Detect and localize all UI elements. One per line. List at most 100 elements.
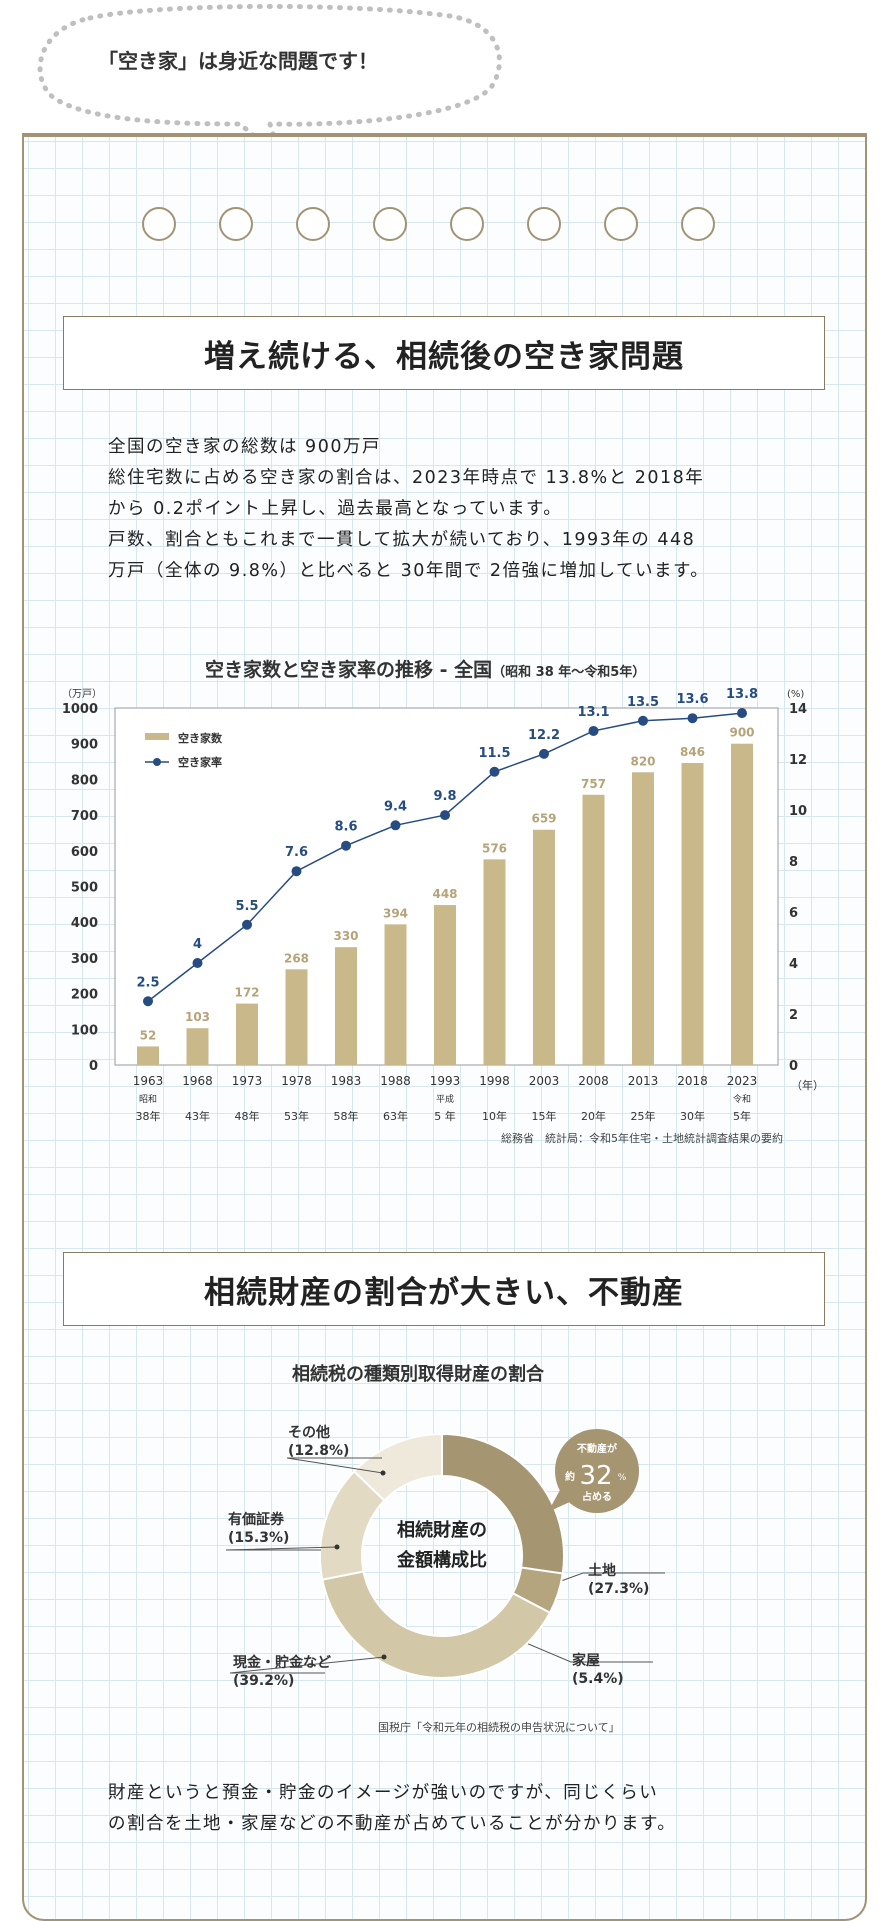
- notebook-top-rule: [22, 133, 865, 137]
- rate-value-label: 9.8: [433, 789, 456, 804]
- slice-label: 家屋: [572, 1652, 600, 1669]
- rate-value-label: 13.8: [726, 687, 758, 702]
- era-year-label: 20年: [581, 1109, 606, 1123]
- leader-dot: [381, 1654, 387, 1660]
- bar: [236, 1003, 258, 1065]
- era-name-label: 令和: [733, 1093, 751, 1105]
- rate-value-label: 7.6: [285, 845, 308, 860]
- leader-dot: [334, 1544, 340, 1550]
- y-tick-label-right: 14: [789, 702, 807, 717]
- rate-point: [737, 708, 747, 719]
- y-tick-label-left: 500: [71, 881, 98, 896]
- donut-center-label: 相続財産の: [397, 1519, 487, 1541]
- leader-dot: [380, 1470, 386, 1476]
- rate-point: [291, 866, 302, 877]
- bar-value-label: 394: [383, 906, 408, 920]
- x-tick-label: 2008: [578, 1074, 609, 1088]
- leader-line: [286, 1457, 384, 1474]
- binder-ring: [219, 207, 253, 241]
- rate-value-label: 12.2: [528, 728, 560, 743]
- callout-text: 占める: [582, 1490, 612, 1503]
- paragraph-line: 財産というと預金・貯金のイメージが強いのですが、同じくらい: [108, 1783, 659, 1803]
- callout-text: 約: [565, 1470, 575, 1483]
- paragraph-line: 総住宅数に占める空き家の割合は、2023年時点で 13.8%と 2018年: [108, 468, 705, 488]
- y-tick-label-left: 700: [71, 809, 98, 824]
- bar-value-label: 448: [432, 887, 457, 901]
- bar: [335, 947, 357, 1065]
- binder-ring: [142, 207, 176, 241]
- callout-badge: [555, 1429, 639, 1513]
- paragraph-line: の割合を土地・家屋などの不動産が占めていることが分かります。: [108, 1814, 677, 1834]
- slice-label: 有価証券: [228, 1511, 285, 1528]
- donut-slice: [352, 1432, 443, 1502]
- y-tick-label-right: 8: [789, 855, 798, 870]
- x-tick-label: 1963: [133, 1074, 164, 1088]
- bar-chart-title: 空き家数と空き家率の推移 - 全国: [205, 659, 493, 681]
- leader-line: [518, 1639, 653, 1663]
- rate-point: [192, 958, 203, 968]
- legend-label: 空き家数: [178, 731, 223, 745]
- y-tick-label-left: 900: [71, 738, 98, 753]
- paragraph-line: から 0.2ポイント上昇し、過去最高となっています。: [108, 499, 563, 519]
- x-tick-label: 2023: [727, 1074, 758, 1088]
- rate-value-label: 4: [193, 937, 202, 952]
- leader-line: [229, 1656, 385, 1674]
- y-tick-label-left: 600: [71, 845, 98, 860]
- bar-value-label: 659: [531, 812, 556, 826]
- era-year-label: 15年: [532, 1109, 557, 1123]
- y-axis-label-right: (%): [787, 689, 804, 700]
- y-tick-label-left: 0: [89, 1059, 98, 1074]
- section-paragraph: 全国の空き家の総数は 900万戸 総住宅数に占める空き家の割合は、2023年時点…: [108, 432, 709, 587]
- bar: [137, 1046, 159, 1065]
- bar: [483, 859, 506, 1065]
- slice-value: (5.4%): [572, 1671, 624, 1687]
- donut-chart: 土地 (27.3%) 家屋 (5.4%) 現金・貯金など (39.2%) 有価証券 (15.3…: [225, 1424, 665, 1689]
- bar-chart-subtitle: （昭和 38 年〜令和5年）: [492, 665, 646, 680]
- legend-swatch-bar: [145, 733, 169, 740]
- era-year-label: 58年: [334, 1109, 359, 1123]
- paragraph-line: 戸数、割合ともこれまで一貫して拡大が続いており、1993年の 448: [108, 530, 696, 550]
- paragraph-line: 全国の空き家の総数は 900万戸: [108, 437, 381, 457]
- bar-chart-title-row: 空き家数と空き家率の推移 - 全国（昭和 38 年〜令和5年）: [205, 655, 645, 682]
- section-paragraph: 財産というと預金・貯金のイメージが強いのですが、同じくらい の割合を土地・家屋な…: [108, 1778, 676, 1840]
- rate-value-label: 13.6: [676, 692, 708, 707]
- y-axis-label-left: （万戸）: [62, 688, 102, 700]
- bar-value-label: 103: [185, 1010, 210, 1024]
- bar-value-label: 52: [140, 1028, 157, 1042]
- x-tick-label: 2003: [529, 1074, 560, 1088]
- callout-unit: %: [618, 1473, 627, 1483]
- bar-value-label: 846: [680, 745, 705, 759]
- y-tick-label-left: 400: [71, 916, 98, 931]
- rate-point: [687, 713, 698, 724]
- y-tick-label-right: 12: [789, 753, 807, 768]
- section-title-box: 増え続ける、相続後の空き家問題: [63, 316, 825, 390]
- era-year-label: 38年: [136, 1109, 161, 1123]
- era-year-label: 5年: [733, 1109, 751, 1123]
- slice-value: (12.8%): [288, 1443, 349, 1459]
- binder-ring: [527, 207, 561, 241]
- bar: [434, 905, 456, 1065]
- bar-value-label: 268: [284, 951, 309, 965]
- donut-slice: [321, 1570, 552, 1679]
- bubble-text: 「空き家」は身近な問題です！: [98, 49, 378, 73]
- slice-label: その他: [288, 1424, 330, 1441]
- x-tick-label: 1988: [380, 1074, 411, 1088]
- y-tick-label-left: 300: [71, 952, 98, 967]
- bar-value-label: 900: [729, 726, 754, 740]
- rate-value-label: 8.6: [334, 820, 357, 835]
- section-title-box: 相続財産の割合が大きい、不動産: [63, 1252, 825, 1326]
- era-name-label: 昭和: [139, 1094, 157, 1105]
- paragraph-line: 万戸（全体の 9.8%）と比べると 30年間で 2倍強に増加しています。: [108, 561, 710, 581]
- bar-value-label: 820: [630, 754, 655, 768]
- x-tick-label: 1983: [331, 1074, 362, 1088]
- era-year-label: 53年: [284, 1109, 309, 1123]
- slice-value: (27.3%): [588, 1581, 649, 1597]
- era-name-label: 平成: [436, 1093, 454, 1105]
- slice-label: 土地: [588, 1562, 616, 1579]
- y-tick-label-left: 1000: [62, 702, 98, 717]
- rate-value-label: 2.5: [136, 975, 159, 990]
- y-tick-label-right: 0: [789, 1059, 798, 1074]
- binder-ring: [681, 207, 715, 241]
- x-tick-label: 1978: [281, 1074, 312, 1088]
- slice-value: (15.3%): [228, 1530, 289, 1546]
